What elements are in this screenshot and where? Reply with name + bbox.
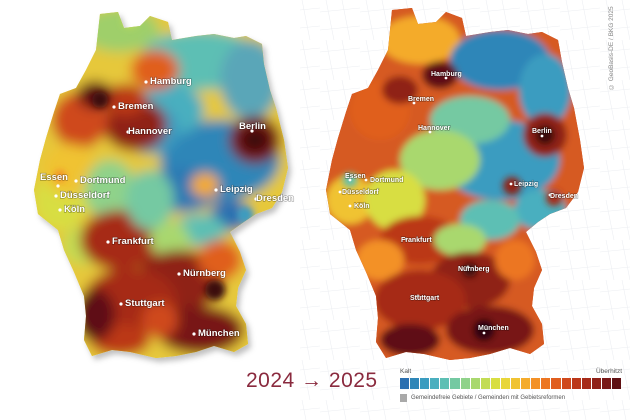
city-label: Dortmund [80,175,126,186]
city-label: Berlin [239,121,266,132]
city-label: München [478,325,509,332]
city-label: Stuttgart [410,295,440,302]
legend-color-step [561,378,571,389]
legend-color-step [450,378,460,389]
legend-color-step [571,378,581,389]
city-label: Köln [354,203,370,210]
city-label: Hannover [128,126,172,137]
city-label: Bremen [118,101,154,112]
legend-gray-swatch [400,394,407,402]
city-label: München [198,328,240,339]
year-comparison-label: 2024 → 2025 [246,369,378,392]
city-label: Hamburg [431,71,462,78]
legend-note-text: Gemeindefreie Gebiete / Gemeinden mit Ge… [411,395,566,401]
legend-color-step [551,378,561,389]
legend-color-step [480,378,490,389]
legend-color-step [511,378,521,389]
right-city-markers: Hamburg Bremen Hannover Berlin Essen Dor… [338,70,579,335]
legend-high-label: Überhitzt [595,368,622,375]
legend-low-label: Kalt [400,368,412,375]
city-label: Nürnberg [458,266,490,273]
left-city-markers: Hamburg Bremen Hannover Berlin Essen Dor… [39,75,294,339]
city-label: Frankfurt [401,237,432,244]
legend-color-step [500,378,511,389]
city-label: Köln [64,204,85,215]
city-label: Berlin [532,128,552,135]
legend-color-scale [400,378,622,389]
copyright-note: © GeoBasis-DE / BKG 2025 [608,6,615,90]
legend-color-step [541,378,551,389]
legend-color-step [490,378,500,389]
city-label: Essen [345,173,366,180]
legend-color-step [420,378,430,389]
legend-color-step [591,378,601,389]
legend-color-step [400,378,410,389]
color-legend: Kalt Überhitzt Gemeindefreie Gebiete / G… [400,368,622,402]
city-label: Stuttgart [125,298,165,309]
legend-color-step [470,378,480,389]
city-label: Dortmund [370,177,403,184]
city-label: Frankfurt [112,236,155,247]
city-label: Düsseldorf [342,189,379,196]
city-label: Nürnberg [183,268,226,279]
left-heat-field [34,12,288,358]
city-label: Dresden [550,193,578,200]
legend-color-step [521,378,531,389]
legend-color-step [531,378,541,389]
legend-color-step [430,378,440,389]
city-label: Leipzig [514,181,538,188]
city-label: Dresden [256,193,294,204]
legend-color-step [460,378,470,389]
legend-color-step [410,378,420,389]
legend-color-step [440,378,450,389]
city-label: Düsseldorf [60,190,110,201]
legend-color-step [601,378,611,389]
legend-color-step [611,378,622,389]
legend-color-step [581,378,591,389]
city-label: Bremen [408,96,434,103]
city-label: Leipzig [220,184,253,195]
map-left: Hamburg Bremen Hannover Berlin Essen Dor… [34,12,295,358]
city-label: Essen [40,172,68,183]
city-label: Hamburg [150,76,192,87]
city-label: Hannover [418,125,451,132]
